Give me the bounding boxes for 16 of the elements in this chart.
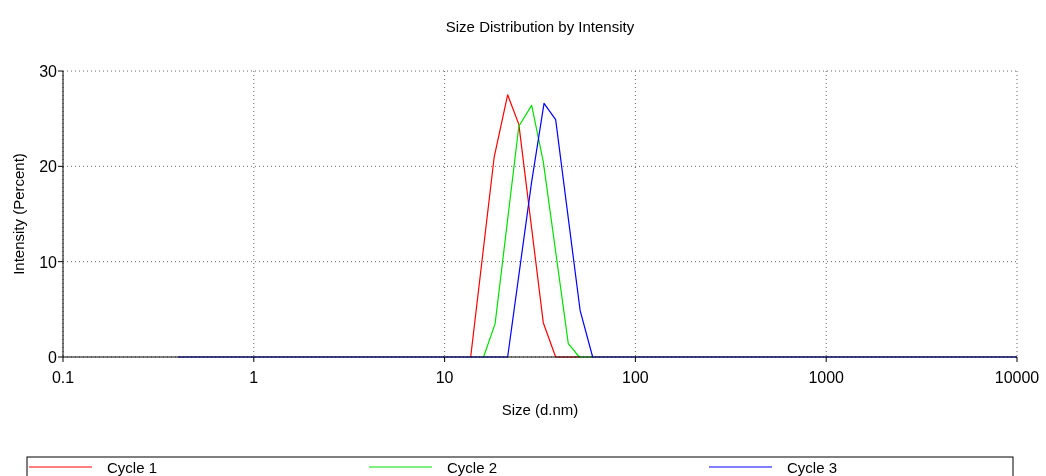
y-tick-label: 20: [39, 158, 58, 176]
x-tick-label: 10: [435, 369, 454, 386]
chart-title: Size Distribution by Intensity: [445, 18, 635, 35]
y-tick-label: 30: [39, 63, 58, 80]
x-tick-label: 0.1: [51, 369, 75, 386]
legend-label: Cycle 1: [107, 459, 158, 476]
x-tick-label: 1: [249, 369, 259, 386]
x-tick-label: 10000: [994, 369, 1040, 386]
x-tick-label: 1000: [808, 369, 845, 386]
legend-label: Cycle 2: [447, 459, 498, 476]
y-tick-label: 0: [48, 349, 58, 366]
y-axis-title: Intensity (Percent): [10, 153, 27, 275]
legend-label: Cycle 3: [787, 459, 838, 476]
x-tick-label: 100: [622, 369, 649, 386]
y-tick-label: 10: [39, 253, 58, 271]
x-axis-title: Size (d.nm): [501, 401, 579, 418]
